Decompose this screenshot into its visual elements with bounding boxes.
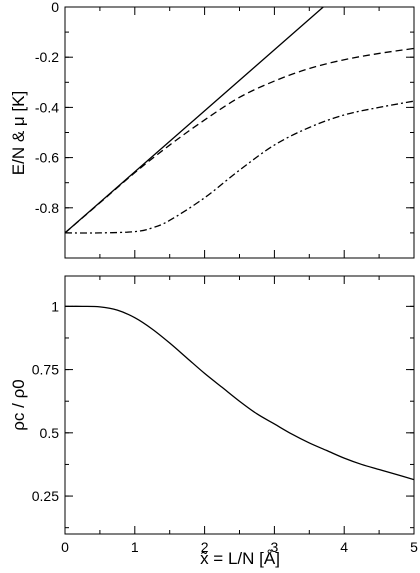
x-tick-label: 3 — [271, 539, 279, 555]
x-tick-label: 1 — [131, 539, 139, 555]
y-tick-label: 1 — [51, 298, 59, 314]
x-tick-label: 0 — [61, 539, 69, 555]
y-tick-label: 0.25 — [32, 488, 59, 504]
y-tick-label: 0.5 — [40, 425, 60, 441]
x-tick-label: 4 — [340, 539, 348, 555]
series-line-dashdot — [65, 100, 414, 234]
plot-frame — [64, 275, 415, 535]
x-tick-label: 2 — [201, 539, 209, 555]
density-panel: 0 1 2 3 4 5 0.25 0.5 0.75 1 ρc / ρ0 x̃ = L/N [Å] — [9, 275, 418, 568]
y-tick-label: -0.4 — [35, 99, 59, 115]
y-tick-label: 0.75 — [32, 362, 59, 378]
series-line-dashed — [65, 47, 414, 234]
y-tick-label: -0.6 — [35, 150, 59, 166]
x-tick-label: 5 — [410, 539, 418, 555]
y-tick-label: -0.2 — [35, 49, 59, 65]
y-axis-label: ρc / ρ0 — [9, 379, 28, 430]
x-axis-label: x̃ = L/N [Å] — [200, 549, 280, 568]
series-line-solid — [65, 305, 414, 481]
energy-panel: -0.8 -0.6 -0.4 -0.2 0 E/N & μ [K] — [9, 0, 415, 259]
series-line-solid — [65, 7, 324, 234]
plot-frame — [64, 6, 415, 259]
y-tick-label: -0.8 — [35, 200, 59, 216]
y-axis-label: E/N & μ [K] — [9, 91, 28, 175]
y-tick-label: 0 — [51, 0, 59, 15]
